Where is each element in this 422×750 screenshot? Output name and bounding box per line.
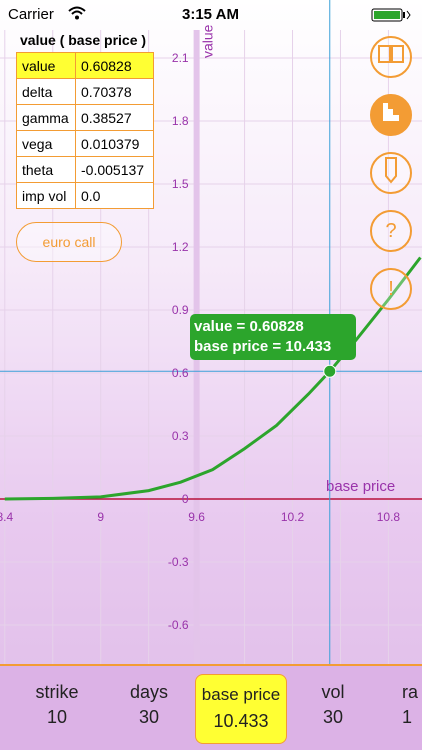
status-bar: Carrier 3:15 AM (0, 0, 422, 30)
book-icon (378, 44, 404, 70)
warning-icon: ! (388, 277, 394, 300)
parameter-bar[interactable]: strike 10 days 30 base price 10.433 vol … (0, 664, 422, 750)
y-tick-label: -0.3 (168, 555, 189, 569)
param-base-value: 10.433 (213, 711, 269, 731)
row-value: 0.70378 (75, 78, 154, 105)
param-days[interactable]: days 30 (120, 682, 178, 728)
book-button[interactable] (370, 36, 412, 78)
x-tick-label: 10.2 (281, 510, 305, 524)
battery-icon (371, 8, 411, 27)
table-title: value ( base price ) (20, 32, 147, 48)
table-row: theta -0.005137 (16, 156, 154, 183)
param-vol-label: vol (321, 682, 345, 702)
y-tick-label: 1.5 (172, 177, 189, 191)
chart[interactable]: -0.6 -0.3 0 0.3 0.6 0.9 1.2 1.5 1.8 2.1 8.4 9 9.6 10.… (0, 0, 422, 664)
y-axis-label: value (200, 24, 216, 58)
value-curve (4, 256, 422, 501)
bar-chart-icon (380, 101, 402, 129)
param-rate-value: 1 (402, 707, 413, 727)
time-label: 3:15 AM (182, 6, 239, 23)
carrier-label: Carrier (8, 6, 54, 23)
warning-button[interactable]: ! (370, 268, 412, 310)
row-value: 0.38527 (75, 104, 154, 131)
param-days-value: 30 (138, 707, 160, 727)
pencil-icon (383, 156, 399, 190)
x-axis-label: base price (326, 478, 395, 495)
param-strike-value: 10 (46, 707, 68, 727)
param-days-label: days (129, 682, 169, 702)
help-button[interactable]: ? (370, 210, 412, 252)
table-row: vega 0.010379 (16, 130, 154, 157)
row-value: 0.60828 (75, 52, 154, 79)
row-label: delta (16, 78, 76, 105)
y-tick-label: -0.6 (168, 618, 189, 632)
bar-chart-button[interactable] (370, 94, 412, 136)
param-base-price[interactable]: base price 10.433 (195, 674, 287, 744)
row-label: imp vol (16, 182, 76, 209)
row-label: value (16, 52, 76, 79)
param-strike-label: strike (35, 682, 79, 702)
x-tick-label: 9.6 (188, 510, 205, 524)
tooltip-price-line: base price = 10.433 (194, 338, 332, 355)
table-row: delta 0.70378 (16, 78, 154, 105)
pencil-button[interactable] (370, 152, 412, 194)
x-tick-label: 8.4 (0, 510, 13, 524)
y-tick-label: 2.1 (172, 51, 189, 65)
param-strike[interactable]: strike 10 (26, 682, 88, 728)
help-icon: ? (385, 219, 397, 242)
table-row: value 0.60828 (16, 52, 154, 79)
row-label: gamma (16, 104, 76, 131)
y-tick-label: 1.2 (172, 240, 189, 254)
y-tick-label: 0.3 (172, 429, 189, 443)
greeks-table: value 0.60828 delta 0.70378 gamma 0.38527 vega… (16, 52, 154, 209)
y-tick-label: 0 (182, 492, 189, 506)
tooltip-value-line: value = 0.60828 (194, 318, 304, 335)
param-rate[interactable]: ra 1 (402, 682, 422, 728)
marker-point (323, 364, 337, 378)
x-tick-label: 10.8 (377, 510, 401, 524)
row-value: 0.0 (75, 182, 154, 209)
row-value: 0.010379 (75, 130, 154, 157)
param-vol[interactable]: vol 30 (312, 682, 354, 728)
y-tick-label: 0.6 (172, 366, 189, 380)
row-label: vega (16, 130, 76, 157)
option-type-button[interactable]: euro call (16, 222, 122, 262)
y-tick-label: 1.8 (172, 114, 189, 128)
row-value: -0.005137 (75, 156, 154, 183)
param-base-label: base price (201, 685, 281, 704)
table-row: imp vol 0.0 (16, 182, 154, 209)
table-row: gamma 0.38527 (16, 104, 154, 131)
x-tick-label: 9 (97, 510, 104, 524)
row-label: theta (16, 156, 76, 183)
wifi-icon (68, 6, 86, 25)
value-tooltip: value = 0.60828 base price = 10.433 (190, 314, 356, 360)
param-rate-label: ra (402, 682, 419, 702)
param-vol-value: 30 (322, 707, 344, 727)
y-tick-label: 0.9 (172, 303, 189, 317)
